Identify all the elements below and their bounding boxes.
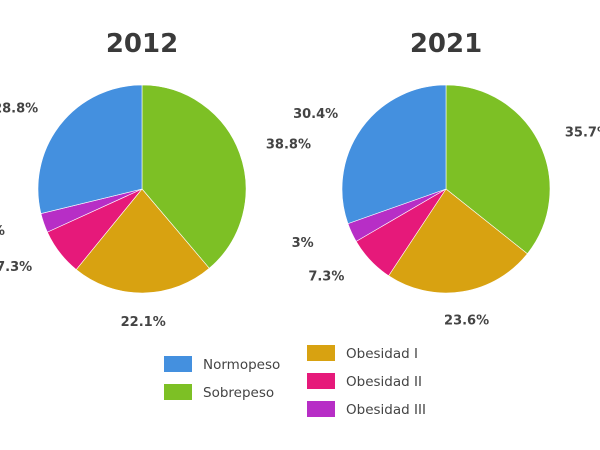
slice-label-obesidad-ii-2012: 7.3% — [0, 260, 32, 275]
slice-label-normopeso-2021: 30.4% — [293, 107, 338, 122]
slice-label-obesidad-iii-2021: 3% — [292, 236, 314, 251]
pie-slice-sobrepeso-2012 — [141, 84, 247, 269]
pie-slice-obesidad-i-2012 — [75, 188, 210, 294]
slice-label-obesidad-i-2012: 22.1% — [121, 315, 166, 330]
slice-label-obesidad-ii-2021: 7.3% — [308, 270, 344, 285]
pie-slice-normopeso-2012 — [37, 84, 143, 214]
legend-label-obesidad-iii: Obesidad III — [346, 402, 426, 418]
pie-chart-2012: 38.8% 22.1% 7.3% 3% 28.8% — [0, 84, 311, 330]
slice-label-normopeso-2012: 28.8% — [0, 101, 38, 116]
pie-slice-sobrepeso-2021 — [445, 84, 551, 255]
slice-label-sobrepeso-2012: 38.8% — [266, 138, 311, 153]
legend-label-obesidad-ii: Obesidad II — [346, 374, 422, 390]
slice-label-sobrepeso-2021: 35.7% — [565, 126, 600, 141]
legend-swatch-normopeso — [164, 356, 192, 372]
legend-swatch-obesidad-i — [307, 345, 335, 361]
pie-chart-2021: 35.7% 23.6% 7.3% 3% 30.4% — [292, 84, 600, 328]
chart-title-2012: 2012 — [106, 29, 178, 59]
legend: Normopeso Sobrepeso Obesidad I Obesidad … — [164, 345, 426, 418]
slice-label-obesidad-i-2021: 23.6% — [444, 313, 489, 328]
pie-slice-obesidad-i-2021 — [388, 188, 528, 294]
pie-slice-normopeso-2021 — [341, 84, 447, 224]
slice-label-obesidad-iii-2012: 3% — [0, 224, 5, 239]
legend-label-sobrepeso: Sobrepeso — [203, 385, 274, 401]
legend-label-normopeso: Normopeso — [203, 357, 280, 373]
legend-swatch-obesidad-ii — [307, 373, 335, 389]
legend-label-obesidad-i: Obesidad I — [346, 346, 418, 362]
legend-swatch-obesidad-iii — [307, 401, 335, 417]
legend-swatch-sobrepeso — [164, 384, 192, 400]
chart-title-2021: 2021 — [410, 29, 482, 59]
